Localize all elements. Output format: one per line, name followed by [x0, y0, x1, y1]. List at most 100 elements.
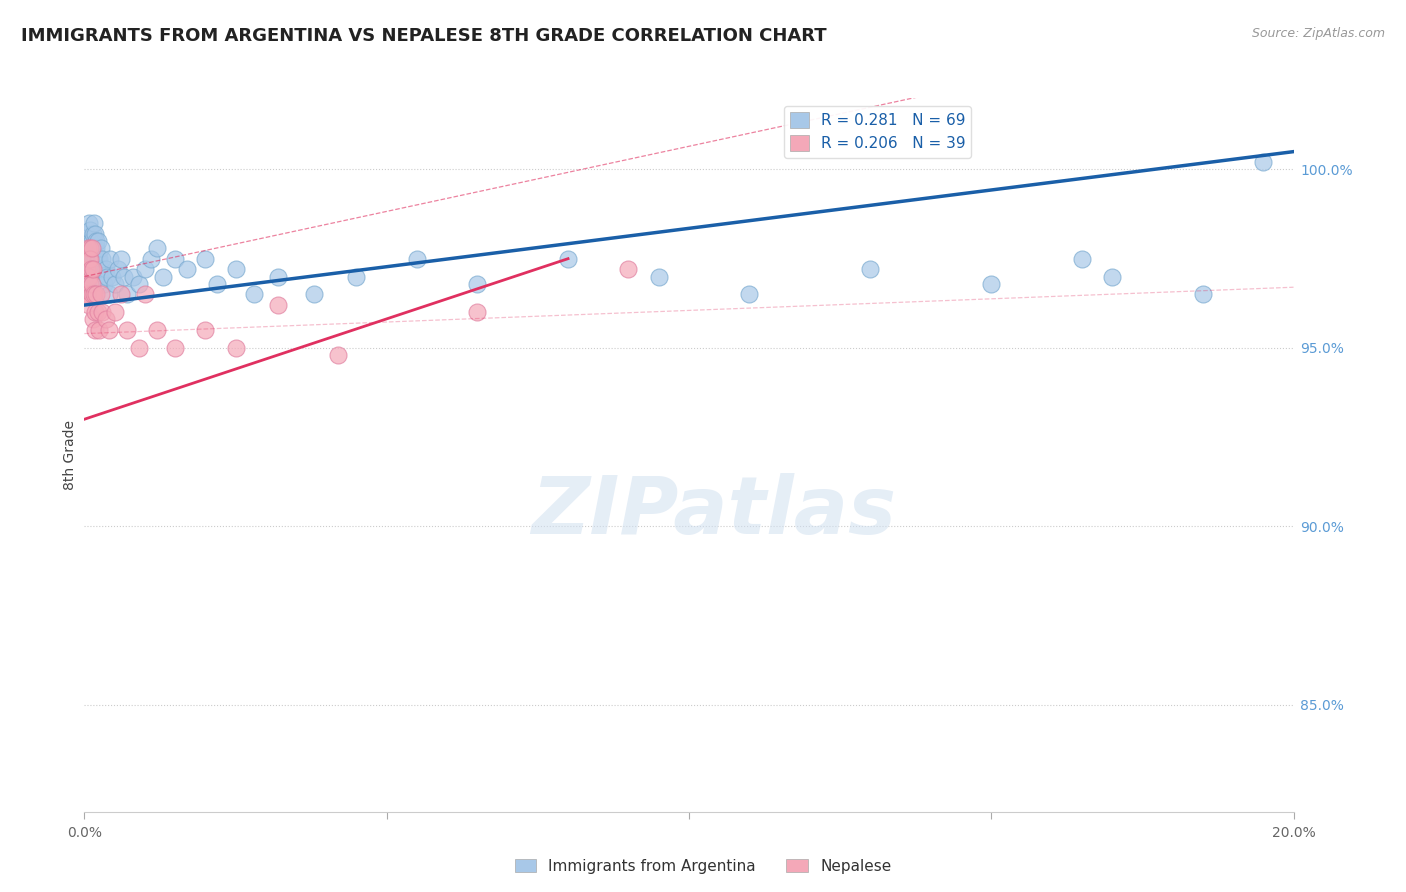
Point: [76, 262, 98, 277]
Text: IMMIGRANTS FROM ARGENTINA VS NEPALESE 8TH GRADE CORRELATION CHART: IMMIGRANTS FROM ARGENTINA VS NEPALESE 8T…: [21, 27, 827, 45]
Point: [79, 234, 101, 248]
Point: [557, 252, 579, 266]
Point: [1192, 287, 1215, 301]
Point: [79, 277, 101, 291]
Point: [77, 269, 100, 284]
Point: [194, 252, 217, 266]
Point: [86, 262, 108, 277]
Point: [328, 348, 350, 362]
Point: [80, 287, 103, 301]
Point: [1101, 269, 1123, 284]
Point: [738, 287, 761, 301]
Text: ZIPatlas: ZIPatlas: [530, 473, 896, 551]
Point: [194, 323, 217, 337]
Point: [82, 262, 104, 277]
Point: [82, 252, 104, 266]
Point: [107, 262, 129, 277]
Point: [80, 234, 103, 248]
Text: Source: ZipAtlas.com: Source: ZipAtlas.com: [1251, 27, 1385, 40]
Point: [83, 241, 105, 255]
Point: [90, 262, 112, 277]
Point: [86, 234, 108, 248]
Point: [82, 277, 104, 291]
Point: [100, 269, 122, 284]
Point: [79, 252, 101, 266]
Point: [152, 269, 174, 284]
Point: [98, 252, 121, 266]
Point: [86, 287, 108, 301]
Point: [89, 323, 111, 337]
Point: [77, 269, 100, 284]
Point: [406, 252, 429, 266]
Point: [267, 298, 290, 312]
Point: [89, 269, 111, 284]
Point: [346, 269, 368, 284]
Point: [84, 252, 107, 266]
Point: [467, 305, 489, 319]
Point: [83, 216, 105, 230]
Point: [87, 234, 110, 248]
Point: [91, 252, 114, 266]
Point: [115, 323, 138, 337]
Point: [91, 305, 114, 319]
Point: [76, 227, 98, 241]
Point: [79, 223, 101, 237]
Point: [77, 287, 100, 301]
Point: [82, 312, 104, 326]
Point: [94, 312, 117, 326]
Point: [86, 252, 108, 266]
Point: [77, 252, 100, 266]
Point: [1253, 155, 1275, 169]
Point: [97, 323, 120, 337]
Point: [302, 287, 325, 301]
Point: [90, 287, 112, 301]
Point: [225, 341, 247, 355]
Point: [80, 262, 103, 277]
Legend: Immigrants from Argentina, Nepalese: Immigrants from Argentina, Nepalese: [509, 853, 897, 880]
Point: [146, 323, 169, 337]
Point: [110, 287, 132, 301]
Point: [97, 287, 120, 301]
Point: [1071, 252, 1094, 266]
Point: [112, 269, 135, 284]
Point: [84, 269, 107, 284]
Point: [93, 277, 115, 291]
Point: [82, 287, 104, 301]
Point: [267, 269, 290, 284]
Point: [134, 287, 156, 301]
Point: [96, 269, 118, 284]
Point: [79, 277, 101, 291]
Point: [165, 341, 187, 355]
Point: [128, 341, 150, 355]
Point: [76, 287, 98, 301]
Point: [110, 252, 132, 266]
Point: [77, 298, 100, 312]
Point: [115, 287, 138, 301]
Point: [80, 262, 103, 277]
Point: [165, 252, 187, 266]
Point: [80, 241, 103, 255]
Point: [225, 262, 247, 277]
Point: [90, 241, 112, 255]
Point: [176, 262, 198, 277]
Point: [84, 227, 107, 241]
Point: [980, 277, 1002, 291]
Point: [77, 216, 100, 230]
Y-axis label: 8th Grade: 8th Grade: [63, 420, 77, 490]
Point: [859, 262, 882, 277]
Point: [207, 277, 229, 291]
Point: [82, 227, 104, 241]
Point: [648, 269, 671, 284]
Point: [242, 287, 264, 301]
Point: [86, 241, 108, 255]
Point: [83, 305, 105, 319]
Point: [83, 287, 105, 301]
Point: [121, 269, 143, 284]
Point: [146, 241, 169, 255]
Point: [86, 305, 108, 319]
Point: [79, 252, 101, 266]
Point: [104, 277, 127, 291]
Point: [128, 277, 150, 291]
Point: [79, 241, 101, 255]
Point: [82, 262, 104, 277]
